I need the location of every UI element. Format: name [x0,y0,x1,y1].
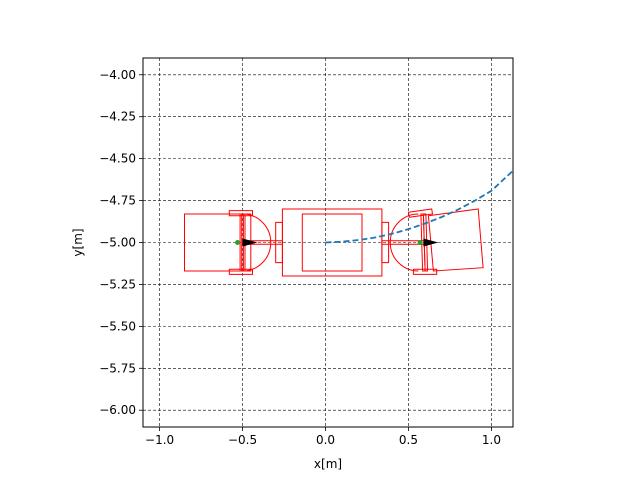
x-tick-label: −0.5 [228,433,257,447]
arrow-front-heading [423,238,439,247]
x-tick-label: −1.0 [145,433,174,447]
vehicle-trailer-body [184,213,252,272]
vehicle-cab-outer [281,208,383,277]
marker-rear-point [235,240,241,245]
y-tick-label: −5.00 [99,236,136,250]
axis-ticks: −1.0 −0.5 0.0 0.5 1.0 −4.00 −4.25 −4.50 −4.75 −5.… [99,68,501,447]
plot-contents [184,170,513,277]
y-tick-label: −6.00 [99,403,136,417]
marker-front-point [417,240,423,245]
y-tick-label: −4.00 [99,68,136,82]
y-tick-label: −4.75 [99,194,136,208]
vehicle-right-axle-b [422,213,429,272]
x-tick-label: 1.0 [482,433,501,447]
grid-lines [143,58,513,427]
y-tick-label: −5.50 [99,319,136,333]
y-tick-label: −4.50 [99,152,136,166]
y-axis-label: y[m] [71,228,85,256]
arrow-rear-heading [242,238,258,247]
vehicle-left-coupler [242,213,272,272]
x-tick-label: 0.0 [316,433,335,447]
vehicle-right-coupler [389,213,419,272]
y-tick-label: −4.25 [99,110,136,124]
x-axis-label: x[m] [314,457,342,471]
vehicle-cab-inner [301,213,363,272]
trajectory-line [325,170,513,244]
y-tick-label: −5.75 [99,361,136,375]
vehicle-cab-front-bumper-right [381,221,390,264]
y-tick-label: −5.25 [99,277,136,291]
vehicle-front-trailer-body [427,208,484,272]
x-tick-label: 0.5 [399,433,418,447]
vehicle-right-wheel-bottom [412,268,438,275]
vehicle-left-axle-a [239,213,243,272]
